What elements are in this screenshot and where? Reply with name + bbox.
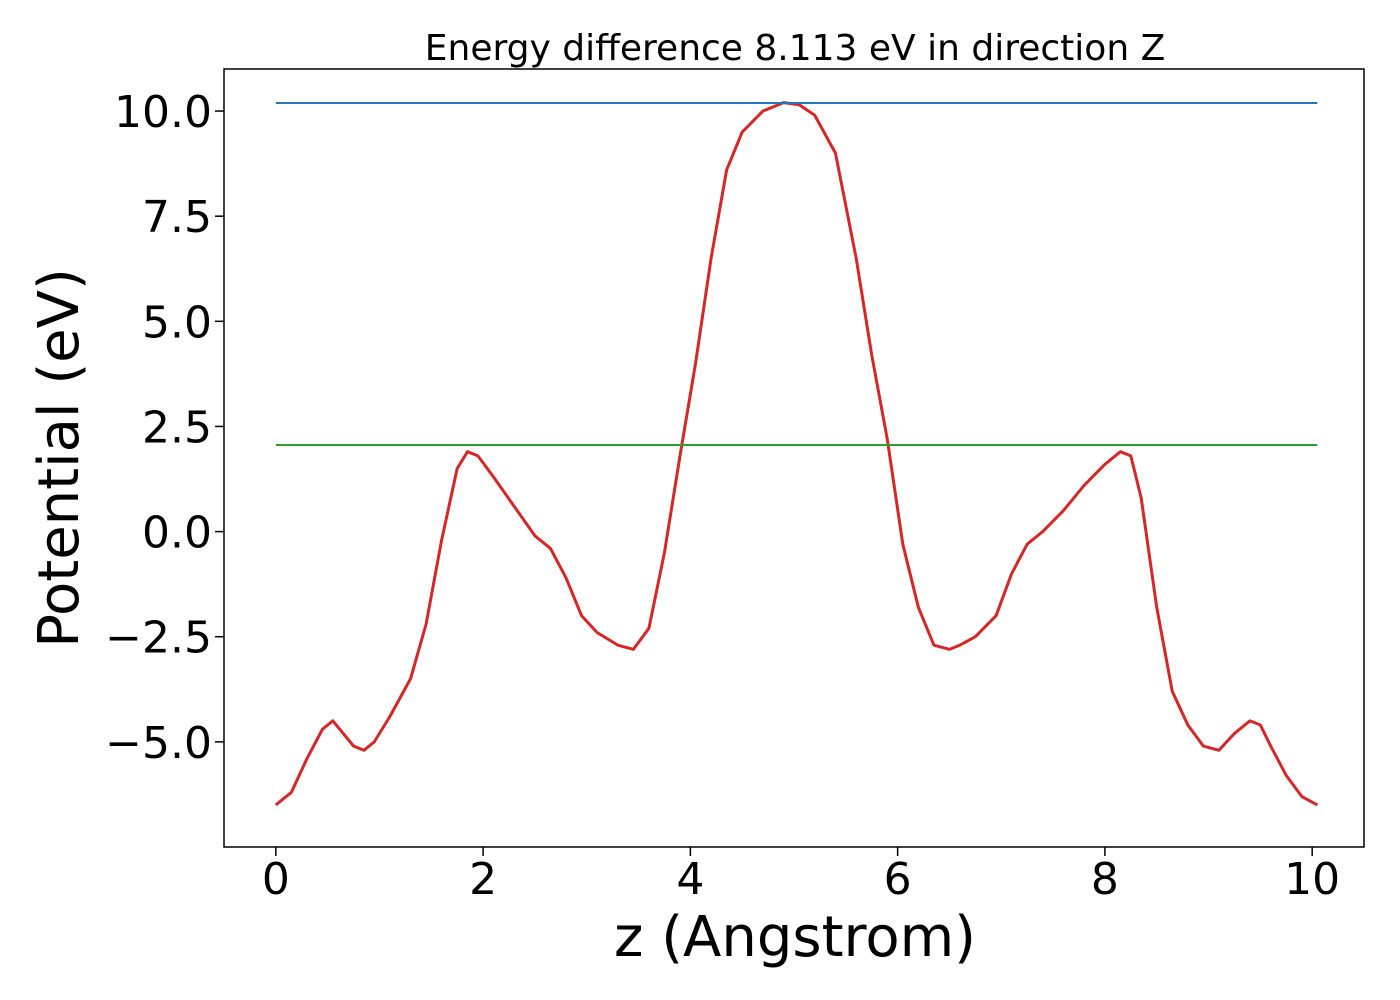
y-tick-label: 0.0 [142, 508, 212, 559]
y-axis-ticks: −5.0 −2.5 0.0 2.5 5.0 7.5 10.0 [105, 87, 224, 769]
plot-area [274, 101, 1319, 807]
y-axis-label: Potential (eV) [27, 268, 92, 648]
x-tick-label: 6 [884, 854, 912, 905]
y-tick-label: 10.0 [114, 87, 212, 138]
chart-title: Energy difference 8.113 eV in direction … [425, 28, 1166, 69]
x-tick-label: 0 [262, 854, 290, 905]
x-tick-label: 2 [469, 854, 497, 905]
x-tick-label: 8 [1091, 854, 1119, 905]
y-tick-label: −2.5 [105, 613, 212, 664]
y-tick-label: −5.0 [105, 718, 212, 769]
x-axis-ticks: 0 2 4 6 8 10 [262, 847, 1340, 905]
x-tick-label: 4 [676, 854, 704, 905]
y-tick-label: 7.5 [142, 192, 212, 243]
x-tick-label: 10 [1284, 854, 1340, 905]
series-line-0 [274, 101, 1319, 807]
y-tick-label: 2.5 [142, 402, 212, 453]
plot-frame [223, 68, 1365, 848]
x-axis-label: z (Angstrom) [614, 905, 976, 970]
y-tick-label: 5.0 [142, 297, 212, 348]
